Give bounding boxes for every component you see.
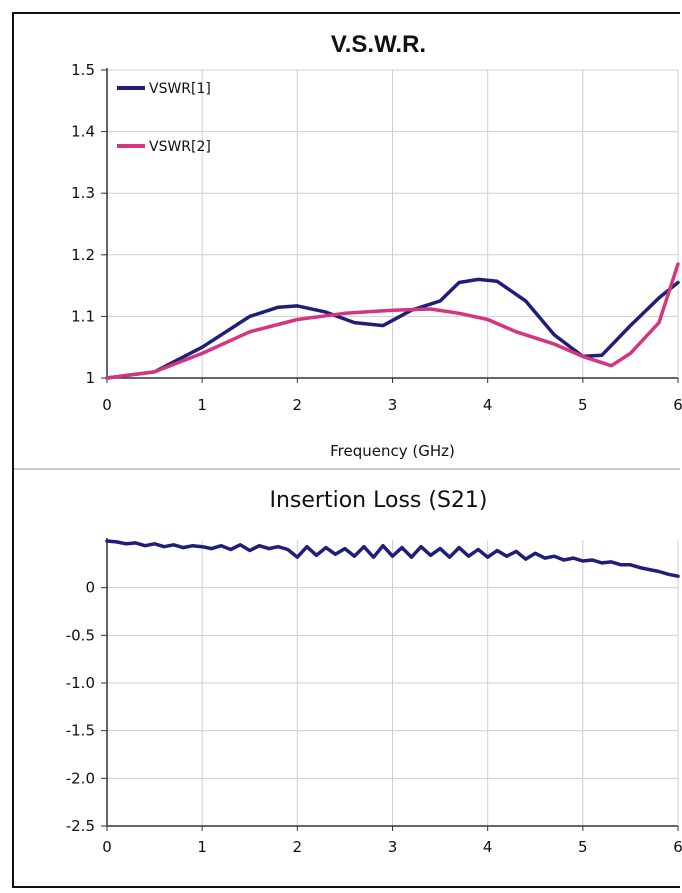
x-tick-label: 3 — [388, 396, 398, 414]
y-tick-label: 1.1 — [71, 307, 95, 325]
y-tick-label: 1.2 — [71, 246, 95, 264]
chart-title: V.S.W.R. — [331, 31, 426, 58]
x-tick-label: 1 — [197, 838, 207, 856]
x-tick-label: 2 — [293, 396, 303, 414]
y-tick-label: -1.5 — [66, 722, 95, 740]
y-tick-label: 1 — [85, 369, 95, 387]
x-tick-label: 3 — [388, 838, 398, 856]
x-tick-label: 4 — [483, 838, 493, 856]
x-tick-label: 4 — [483, 396, 493, 414]
x-tick-label: 0 — [102, 838, 112, 856]
y-tick-label: -2.0 — [66, 769, 95, 787]
legend-label: VSWR[1] — [149, 81, 211, 97]
x-axis-label: Frequency (GHz) — [330, 442, 455, 460]
y-tick-label: 0 — [85, 579, 95, 597]
x-tick-label: 5 — [578, 838, 588, 856]
y-tick-label: -1.0 — [66, 674, 95, 692]
x-tick-label: 6 — [673, 838, 682, 856]
chart-title: Insertion Loss (S21) — [270, 488, 488, 513]
x-tick-label: 1 — [197, 396, 207, 414]
legend-label: VSWR[2] — [149, 139, 211, 155]
y-tick-label: -0.5 — [66, 626, 95, 644]
x-tick-label: 5 — [578, 396, 588, 414]
chart-frame — [12, 12, 680, 888]
x-tick-label: 6 — [673, 396, 682, 414]
y-tick-label: 1.3 — [71, 184, 95, 202]
x-tick-label: 0 — [102, 396, 112, 414]
y-tick-label: -2.5 — [66, 817, 95, 835]
y-tick-label: 1.4 — [71, 123, 95, 141]
x-tick-label: 2 — [293, 838, 303, 856]
series-line — [105, 277, 680, 380]
y-tick-label: 1.5 — [71, 61, 95, 79]
series-line — [105, 262, 680, 380]
series-line — [105, 539, 680, 578]
